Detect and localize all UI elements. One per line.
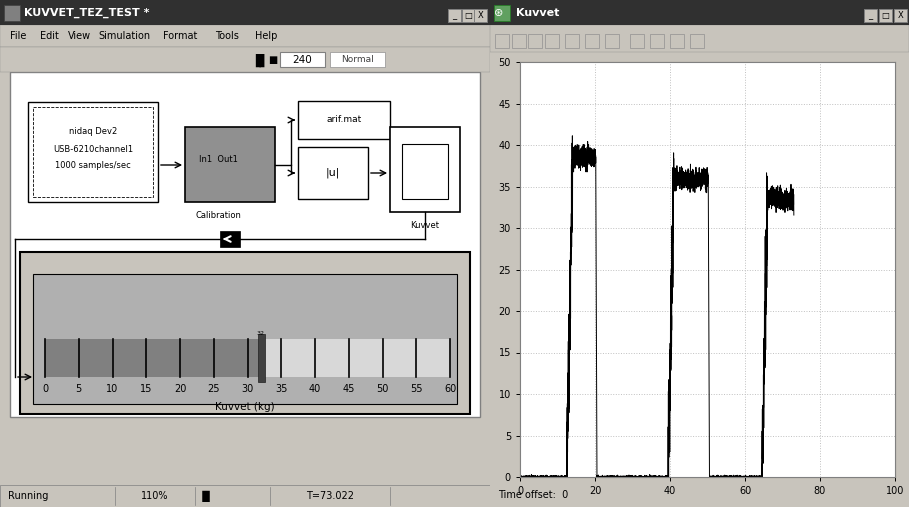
Text: ■: ■ [268,55,277,65]
Text: 50: 50 [376,384,389,394]
FancyBboxPatch shape [280,52,325,67]
Text: ▐▌: ▐▌ [250,53,269,66]
Text: View: View [68,31,91,41]
Text: Format: Format [163,31,197,41]
Text: 35: 35 [275,384,287,394]
FancyBboxPatch shape [330,52,385,67]
Text: □: □ [882,11,889,20]
FancyBboxPatch shape [585,34,599,48]
Text: KUVVET_TEZ_TEST *: KUVVET_TEZ_TEST * [24,8,149,18]
Text: Tools: Tools [215,31,239,41]
FancyBboxPatch shape [448,9,461,22]
Text: 32: 32 [257,331,265,336]
Text: Kuvvet (kg): Kuvvet (kg) [215,402,275,412]
FancyBboxPatch shape [894,9,907,22]
Text: nidaq Dev2: nidaq Dev2 [69,127,117,136]
Text: X: X [477,11,484,20]
FancyBboxPatch shape [298,147,368,199]
Text: In1  Out1: In1 Out1 [198,155,237,163]
Text: _: _ [453,11,456,20]
Text: 240: 240 [292,55,312,65]
Text: Running: Running [8,491,48,501]
FancyBboxPatch shape [185,127,275,202]
Text: 55: 55 [410,384,423,394]
FancyBboxPatch shape [20,252,470,414]
FancyBboxPatch shape [402,144,448,199]
Text: 110%: 110% [141,491,169,501]
Text: 25: 25 [207,384,220,394]
Text: ▐▌: ▐▌ [198,490,215,501]
Text: Normal: Normal [341,55,374,64]
FancyBboxPatch shape [605,34,619,48]
FancyBboxPatch shape [864,9,877,22]
Text: arif.mat: arif.mat [326,116,362,125]
FancyBboxPatch shape [220,231,240,247]
FancyBboxPatch shape [565,34,579,48]
FancyBboxPatch shape [258,334,265,382]
FancyBboxPatch shape [528,34,542,48]
Text: T=73.022: T=73.022 [306,491,354,501]
Text: ⊛: ⊛ [494,8,504,18]
Text: 1000 samples/sec: 1000 samples/sec [55,162,131,170]
FancyBboxPatch shape [0,485,490,507]
FancyBboxPatch shape [520,62,895,477]
FancyBboxPatch shape [512,34,526,48]
Text: Calibration: Calibration [195,210,241,220]
Text: 30: 30 [242,384,254,394]
FancyBboxPatch shape [650,34,664,48]
Text: _: _ [868,11,873,20]
FancyBboxPatch shape [0,0,490,25]
Text: Kuvvet: Kuvvet [516,8,559,18]
FancyBboxPatch shape [0,25,490,47]
FancyBboxPatch shape [545,34,559,48]
Text: Time offset:  0: Time offset: 0 [498,490,568,500]
FancyBboxPatch shape [4,5,20,21]
FancyBboxPatch shape [28,102,158,202]
Text: Simulation: Simulation [98,31,150,41]
FancyBboxPatch shape [490,0,909,25]
Text: □: □ [464,11,473,20]
Text: 20: 20 [174,384,186,394]
Text: |u|: |u| [325,168,340,178]
Text: 10: 10 [106,384,119,394]
Text: 5: 5 [75,384,82,394]
FancyBboxPatch shape [495,34,509,48]
FancyBboxPatch shape [490,25,909,52]
Text: 15: 15 [140,384,153,394]
Text: 45: 45 [343,384,355,394]
FancyBboxPatch shape [879,9,892,22]
FancyBboxPatch shape [390,127,460,212]
FancyBboxPatch shape [690,34,704,48]
FancyBboxPatch shape [670,34,684,48]
FancyBboxPatch shape [33,274,457,404]
Text: Edit: Edit [40,31,59,41]
FancyBboxPatch shape [630,34,644,48]
FancyBboxPatch shape [462,9,475,22]
Text: 60: 60 [444,384,456,394]
Text: File: File [10,31,26,41]
FancyBboxPatch shape [261,339,450,377]
Text: X: X [897,11,904,20]
FancyBboxPatch shape [298,101,390,139]
Text: 40: 40 [309,384,321,394]
Text: USB-6210channel1: USB-6210channel1 [53,144,133,154]
Text: Help: Help [255,31,277,41]
FancyBboxPatch shape [0,47,490,72]
FancyBboxPatch shape [494,5,510,21]
FancyBboxPatch shape [45,339,261,377]
FancyBboxPatch shape [10,72,480,417]
Text: 0: 0 [42,384,48,394]
FancyBboxPatch shape [474,9,487,22]
Text: Kuvvet: Kuvvet [411,221,439,230]
